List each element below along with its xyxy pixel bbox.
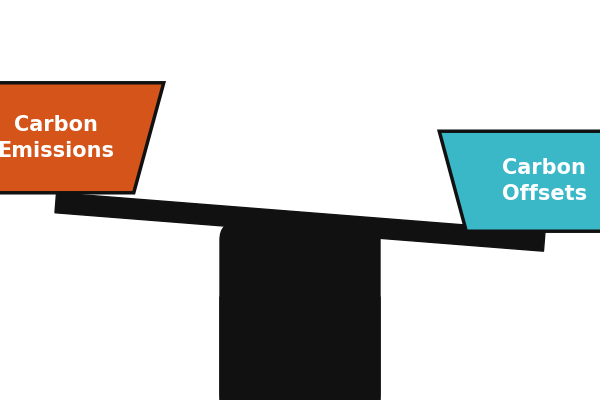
Polygon shape <box>439 131 600 231</box>
Text: Carbon
Emissions: Carbon Emissions <box>0 114 114 161</box>
FancyBboxPatch shape <box>220 222 380 400</box>
Text: Carbon
Offsets: Carbon Offsets <box>502 158 587 204</box>
Polygon shape <box>55 193 545 251</box>
Polygon shape <box>220 222 380 400</box>
Polygon shape <box>0 83 164 193</box>
